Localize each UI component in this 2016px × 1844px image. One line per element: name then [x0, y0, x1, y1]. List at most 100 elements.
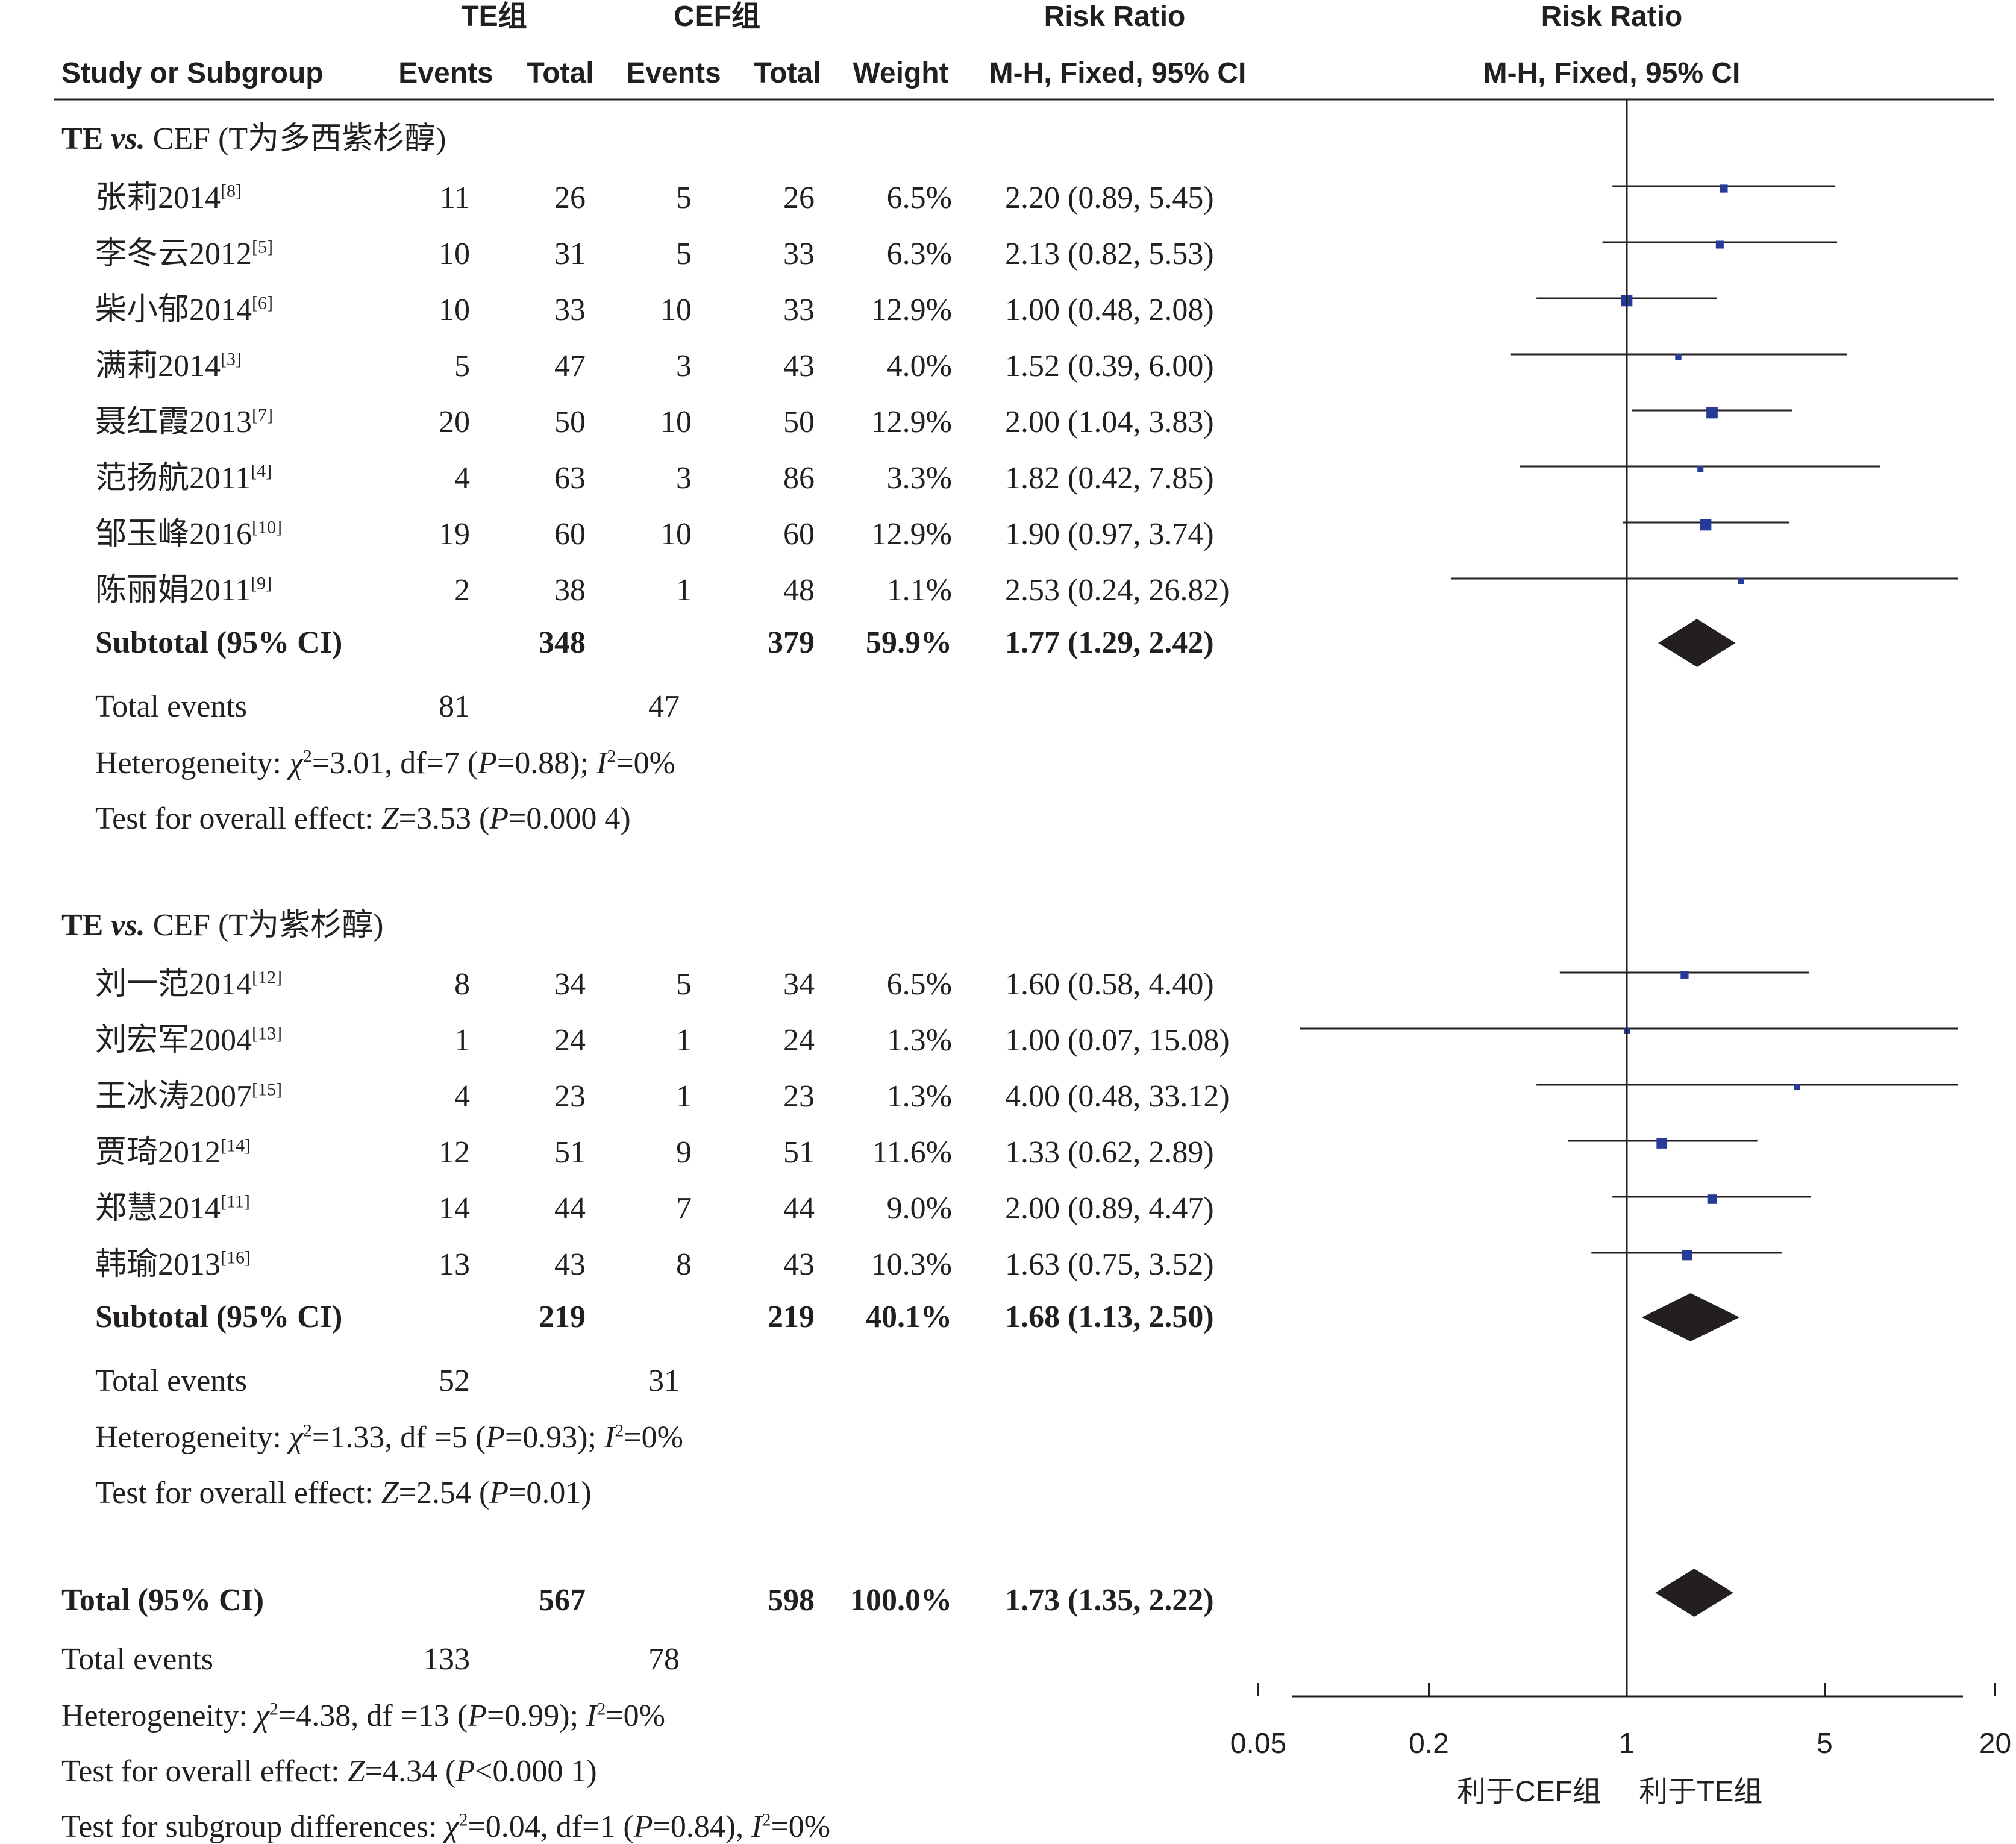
subgroup-1-study-1-ref: [8]: [221, 181, 242, 201]
subgroup-2-study-2-events-te: 1: [454, 1023, 470, 1058]
subgroup-1-study-5-events-cef: 10: [660, 405, 692, 439]
subgroup-1-heterogeneity-chi-value: =3.01, df=7 (: [311, 746, 478, 780]
subgroup-2-study-4-total-te: 51: [554, 1135, 586, 1170]
subgroup-1-study-5-weight: 12.9%: [871, 405, 952, 439]
subgroup-2-overall-effect-p-value: =0.01): [509, 1476, 592, 1510]
events2-col-header: Events: [626, 57, 721, 89]
subgroup-1-study-7-total-cef: 60: [783, 517, 815, 551]
subgroup-2-study-4-ci-text: 1.33 (0.62, 2.89): [1005, 1135, 1214, 1170]
total-overall-effect-prefix: Test for overall effect:: [61, 1754, 348, 1789]
subgroup-2-study-3-weight: 1.3%: [886, 1079, 952, 1114]
subgroup-1-study-8-total-cef: 48: [783, 573, 815, 607]
subgroup-1-study-1-name-text: 张莉2014: [95, 181, 221, 215]
subgroup-2-title-post: CEF (T为紫杉醇): [145, 908, 384, 942]
subgroup-2-subtotal-diamond: [1641, 1293, 1740, 1341]
subgroup-2-study-2-name-text: 刘宏军2004: [95, 1023, 252, 1058]
subgroup-1-study-1-weight: 6.5%: [886, 181, 952, 215]
subgroup-1-study-3-weight: 12.9%: [871, 293, 952, 327]
subgroup-2-heterogeneity-i-value: =0%: [624, 1420, 684, 1455]
subgroup-2-study-6-events-te: 13: [439, 1247, 470, 1282]
subgroup-1-study-3-events-te: 10: [439, 293, 470, 327]
subgroup-1-study-7-name: 邹玉峰2016[10]: [95, 517, 282, 550]
subgroup-1-study-7-ci-text: 1.90 (0.97, 3.74): [1005, 517, 1214, 551]
subgroup-1-study-4-total-te: 47: [554, 349, 586, 383]
subgroup-2-study-3-ref: [15]: [252, 1079, 282, 1100]
subgroup-1-study-2-ci-text: 2.13 (0.82, 5.53): [1005, 237, 1214, 271]
subgroup-1-events-cef: 47: [648, 689, 680, 724]
subgroup-1-title-post: CEF (T为多西紫杉醇): [145, 122, 446, 156]
subgroup-1-heterogeneity-i: I: [596, 746, 607, 780]
subgroup-2-study-4-events-cef: 9: [676, 1135, 692, 1170]
subgroup-2-heterogeneity-p-value: =0.93);: [504, 1420, 605, 1455]
subgroup-differences-chi-sq: 2: [459, 1810, 468, 1830]
subgroup-2-study-6-name: 韩瑜2013[16]: [95, 1249, 251, 1281]
subgroup-1-study-3-total-te: 33: [554, 293, 586, 327]
subgroup-2-study-6-total-te: 43: [554, 1247, 586, 1282]
subgroup-1-study-4-total-cef: 43: [783, 349, 815, 383]
subgroup-2-study-1-weight: 6.5%: [886, 967, 952, 1002]
subgroup-1-overall-effect-p: P: [489, 801, 509, 836]
subgroup-2-study-1-events-cef: 5: [676, 967, 692, 1002]
subgroup-differences-i-sq: 2: [762, 1810, 771, 1830]
subgroup-1-overall-effect-z: Z: [381, 801, 399, 836]
total-heterogeneity-chi: χ: [255, 1699, 269, 1733]
subgroup-1-study-4-name: 满莉2014[3]: [95, 350, 242, 382]
subgroup-1-study-8-point: [1738, 578, 1744, 584]
subgroup-1-study-3-events-cef: 10: [660, 293, 692, 327]
subgroup-2-title-vs: vs.: [111, 908, 145, 942]
subgroup-1-study-1-total-cef: 26: [783, 181, 815, 215]
total-ci: 1.73 (1.35, 2.22): [1005, 1583, 1214, 1617]
subgroup-1-study-4-ci-text: 1.52 (0.39, 6.00): [1005, 349, 1214, 383]
subgroup-1-study-1-name: 张莉2014[8]: [95, 181, 242, 215]
subgroup-2-heterogeneity-chi-sq: 2: [302, 1420, 312, 1441]
total-heterogeneity-p: P: [468, 1699, 487, 1733]
total-total-cef: 598: [768, 1583, 815, 1617]
subgroup-2-heterogeneity: Heterogeneity: χ2=1.33, df =5 (P=0.93); …: [95, 1422, 683, 1454]
subgroup-2-study-4-ref: [14]: [221, 1135, 251, 1156]
subgroup-2-study-6-name-text: 韩瑜2013: [95, 1247, 221, 1282]
subgroup-2-study-4-name-text: 贾琦2012: [95, 1135, 221, 1170]
subgroup-1-study-6-point: [1697, 466, 1704, 472]
subgroup-2-study-2-name: 刘宏军2004[13]: [95, 1023, 282, 1058]
subgroup-1-heterogeneity-p: P: [478, 746, 497, 780]
subgroup-1-study-3-total-cef: 33: [783, 293, 815, 327]
subgroup-1-heterogeneity-i-value: =0%: [616, 746, 676, 780]
total2-col-header: Total: [754, 57, 821, 89]
total-overall-effect-p-value: <0.000 1): [475, 1754, 597, 1789]
subgroup-1-study-1-events-cef: 5: [676, 181, 692, 215]
subgroup-2-events-cef: 31: [648, 1364, 680, 1398]
subgroup-1-study-7-events-te: 19: [439, 517, 470, 551]
subgroup-2-overall-effect-p: P: [489, 1476, 509, 1510]
subgroup-2-heterogeneity-prefix: Heterogeneity:: [95, 1420, 289, 1455]
subgroup-1-study-2-events-te: 10: [439, 237, 470, 271]
subgroup-1-heterogeneity-prefix: Heterogeneity:: [95, 746, 289, 780]
subgroup-1-study-7-ref: [10]: [252, 517, 282, 538]
method-col-header-1: M-H, Fixed, 95% CI: [989, 57, 1247, 89]
x-tick-label-2: 0.2: [1409, 1728, 1449, 1760]
subgroup-2-study-2-ref: [13]: [252, 1023, 282, 1044]
rr-header-2: Risk Ratio: [1541, 1, 1683, 33]
total-heterogeneity-prefix: Heterogeneity:: [61, 1699, 255, 1733]
subgroup-2-study-4-events-te: 12: [439, 1135, 470, 1170]
subgroup-2-study-6-events-cef: 8: [676, 1247, 692, 1282]
subgroup-differences-chi-value: =0.04, df=1 (: [468, 1810, 634, 1844]
subgroup-1-study-1-total-te: 26: [554, 181, 586, 215]
subgroup-1-overall-effect-prefix: Test for overall effect:: [95, 801, 381, 836]
subgroup-2-study-1-total-cef: 34: [783, 967, 815, 1002]
total-overall-effect-z-value: =4.34 (: [365, 1754, 456, 1789]
subgroup-1-subtotal-total-cef: 379: [768, 626, 815, 660]
method-col-header-2: M-H, Fixed, 95% CI: [1483, 57, 1741, 89]
subgroup-1-study-3-name: 柴小郁2014[6]: [95, 294, 273, 326]
subgroup-2-study-6-point: [1682, 1250, 1692, 1261]
subgroup-1-heterogeneity: Heterogeneity: χ2=3.01, df=7 (P=0.88); I…: [95, 746, 676, 780]
subgroup-2-heterogeneity-chi: χ: [289, 1420, 303, 1455]
subgroup-1-study-5-ci-text: 2.00 (1.04, 3.83): [1005, 405, 1214, 439]
group1-header: TE组: [461, 1, 527, 33]
subgroup-1-study-7-weight: 12.9%: [871, 517, 952, 551]
total-total-te: 567: [539, 1583, 586, 1617]
subgroup-2-study-1-events-te: 8: [454, 967, 470, 1002]
subgroup-1-events-te: 81: [439, 689, 470, 724]
subgroup-2-study-2-total-cef: 24: [783, 1023, 815, 1058]
subgroup-2-events-te: 52: [439, 1364, 470, 1398]
subgroup-1-study-8-events-te: 2: [454, 573, 470, 607]
